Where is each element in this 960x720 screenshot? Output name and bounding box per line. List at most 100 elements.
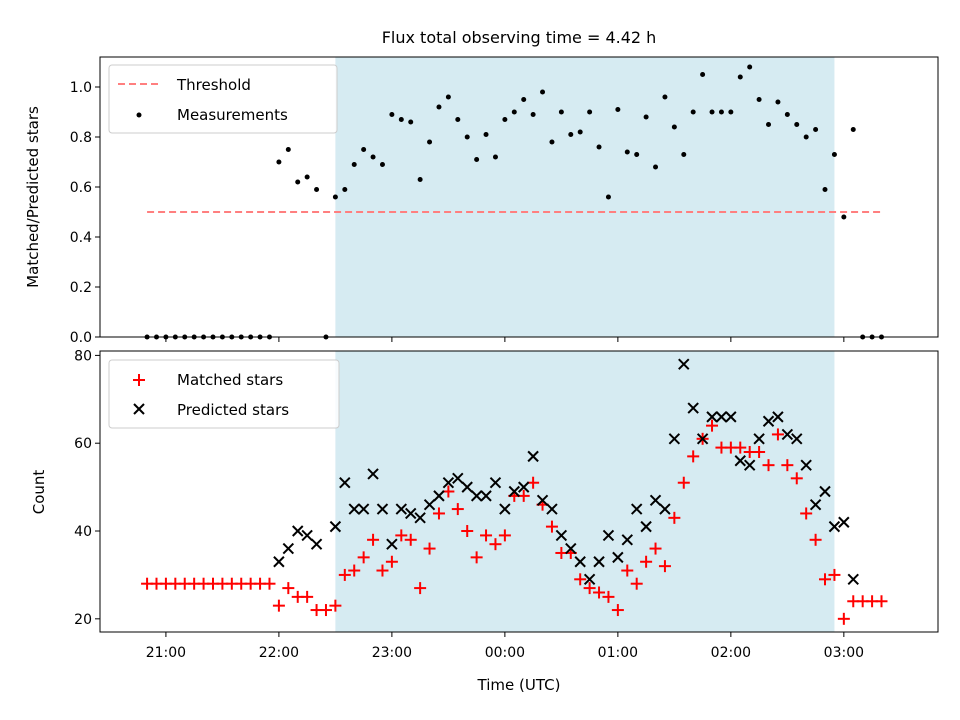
- measurement-point: [813, 127, 819, 132]
- matched-star-marker: [790, 472, 803, 485]
- top-axes-frame: [99, 56, 939, 338]
- measurement-point: [549, 139, 555, 145]
- predicted-star-marker: [357, 503, 370, 515]
- legend-predicted-swatch: [133, 403, 145, 415]
- measurement-point: [492, 154, 498, 160]
- matched-star-marker: [348, 564, 361, 577]
- predicted-star-marker: [508, 485, 520, 498]
- predicted-star-marker: [480, 490, 492, 502]
- y-tick-label: 80: [74, 348, 92, 364]
- predicted-star-marker: [386, 538, 398, 550]
- y-tick-label: 0.2: [70, 280, 92, 296]
- matched-star-marker: [819, 573, 832, 586]
- predicted-star-marker: [442, 477, 455, 489]
- measurement-point: [841, 214, 847, 220]
- measurement-point: [831, 152, 837, 157]
- predicted-star-marker: [640, 520, 652, 533]
- predicted-star-marker: [433, 490, 445, 502]
- measurement-point: [775, 99, 781, 105]
- measurement-point: [596, 144, 602, 150]
- predicted-star-marker: [809, 498, 822, 511]
- chart-title: Flux total observing time = 4.42 h: [382, 28, 657, 47]
- measurement-point: [511, 109, 517, 115]
- predicted-star-marker: [489, 477, 502, 489]
- bottom-y-axis-label: Count: [30, 470, 48, 515]
- matched-star-marker: [282, 582, 295, 595]
- predicted-star-marker: [470, 490, 483, 502]
- predicted-star-marker: [630, 503, 643, 515]
- measurement-point: [483, 132, 489, 137]
- predicted-star-marker: [706, 411, 718, 423]
- matched-star-markers: [141, 419, 888, 625]
- predicted-star-marker: [301, 529, 313, 542]
- predicted-star-marker: [687, 402, 699, 414]
- matched-star-marker: [489, 538, 502, 551]
- predicted-star-marker: [762, 415, 775, 427]
- matched-star-marker: [875, 595, 888, 608]
- matched-star-marker: [630, 577, 643, 590]
- predicted-star-marker: [725, 411, 737, 423]
- predicted-star-marker: [753, 433, 765, 445]
- bottom-y-ticks: 20 40 60 80: [74, 348, 100, 628]
- measurement-point: [615, 107, 621, 112]
- y-tick-label: 0.8: [70, 130, 92, 146]
- predicted-star-marker: [555, 529, 568, 542]
- matched-star-marker: [385, 555, 398, 568]
- matched-star-marker: [658, 560, 671, 573]
- measurement-point: [389, 112, 395, 117]
- measurement-point: [285, 147, 291, 152]
- bottom-axes-frame: [99, 350, 939, 633]
- predicted-star-marker: [678, 358, 690, 370]
- measurement-point: [605, 194, 611, 200]
- predicted-star-marker: [348, 503, 360, 515]
- measurement-point: [690, 109, 696, 115]
- measurement-point: [794, 122, 800, 127]
- measurement-point: [417, 177, 423, 182]
- matched-star-marker: [668, 511, 681, 524]
- matched-star-marker: [649, 542, 662, 555]
- predicted-star-marker: [612, 551, 624, 564]
- matched-star-marker: [329, 599, 342, 612]
- predicted-star-marker: [781, 428, 794, 441]
- measurement-point: [728, 109, 734, 115]
- predicted-star-marker: [734, 455, 746, 467]
- measurement-point: [700, 72, 706, 77]
- top-legend: Threshold Measurements: [108, 64, 338, 134]
- matched-star-marker: [734, 441, 747, 454]
- matched-star-marker: [451, 503, 464, 516]
- matched-star-marker: [621, 564, 634, 577]
- predicted-star-marker: [527, 450, 539, 463]
- x-tick-label: 00:00: [485, 645, 525, 661]
- predicted-star-marker: [828, 520, 841, 533]
- predicted-star-marker: [715, 411, 728, 423]
- measurement-point: [822, 187, 828, 192]
- x-tick-label: 22:00: [259, 645, 299, 661]
- x-tick-label: 02:00: [711, 645, 751, 661]
- y-tick-label: 0.4: [70, 230, 92, 246]
- matched-star-marker: [263, 577, 276, 590]
- matched-star-marker: [837, 612, 850, 625]
- predicted-star-marker: [405, 507, 417, 520]
- x-tick-label: 23:00: [372, 645, 412, 661]
- matched-star-marker: [593, 586, 606, 599]
- measurement-point: [747, 64, 753, 70]
- matched-star-marker: [319, 604, 332, 617]
- measurement-point: [662, 94, 668, 100]
- predicted-star-marker: [574, 556, 586, 568]
- measurement-point: [671, 124, 677, 130]
- predicted-star-marker: [772, 411, 784, 423]
- predicted-star-marker: [339, 477, 351, 489]
- legend-measurements-label: Measurements: [177, 106, 288, 124]
- predicted-star-marker: [292, 525, 304, 537]
- matched-star-marker: [376, 564, 389, 577]
- y-tick-label: 20: [74, 612, 92, 628]
- matched-star-marker: [574, 573, 587, 586]
- measurement-point: [370, 154, 376, 160]
- matched-star-marker: [272, 599, 285, 612]
- matched-star-marker: [640, 555, 653, 568]
- predicted-star-marker: [565, 542, 577, 555]
- predicted-star-marker: [273, 556, 285, 568]
- measurement-point: [558, 109, 564, 115]
- measurement-point: [398, 117, 404, 122]
- measurement-point: [718, 109, 724, 115]
